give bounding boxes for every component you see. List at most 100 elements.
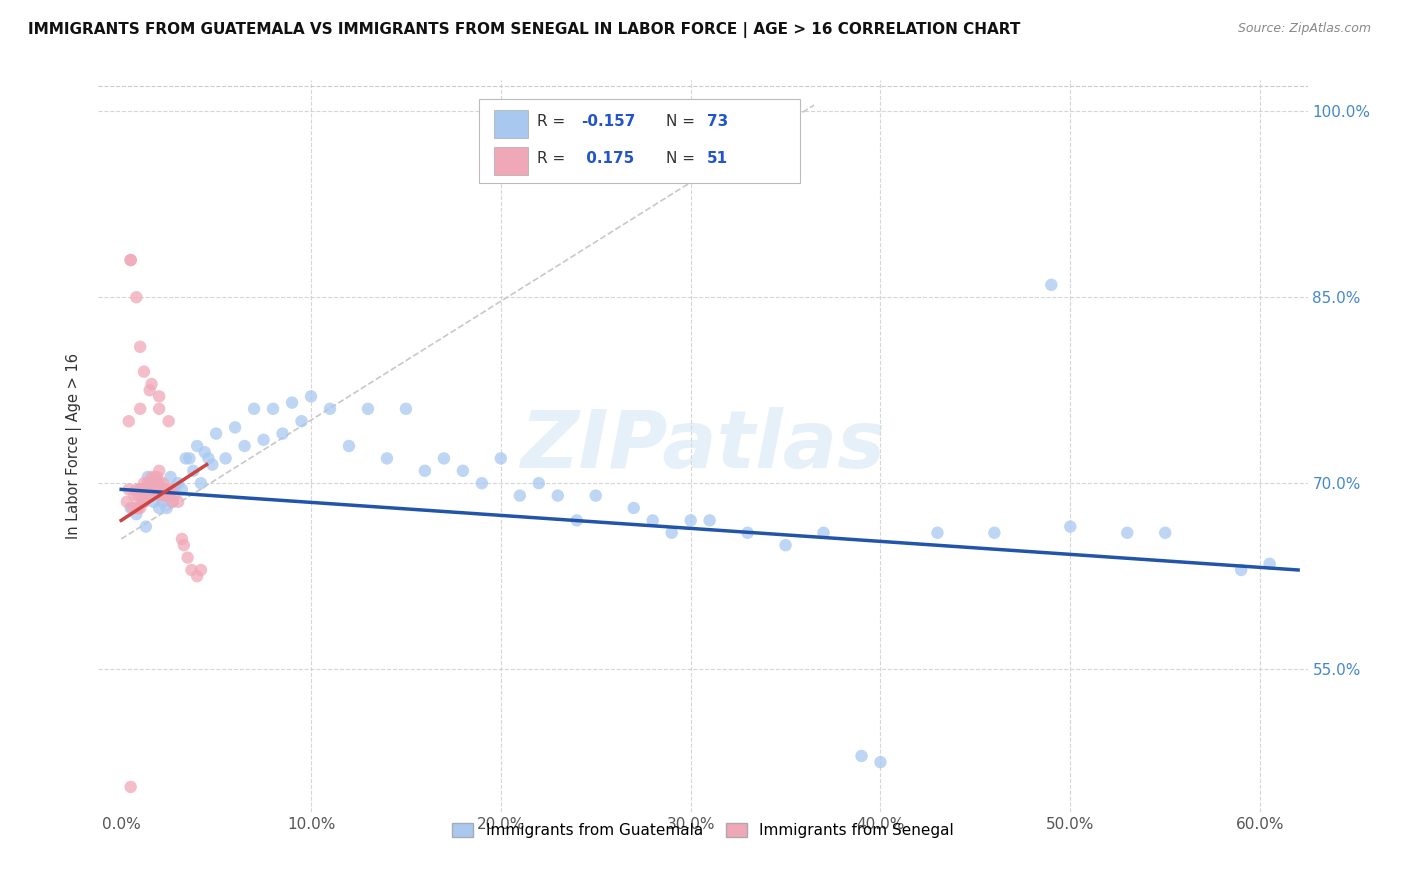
Legend: Immigrants from Guatemala, Immigrants from Senegal: Immigrants from Guatemala, Immigrants fr… bbox=[446, 816, 960, 845]
Point bbox=[233, 439, 256, 453]
Text: R =: R = bbox=[537, 151, 571, 166]
Text: ZIPatlas: ZIPatlas bbox=[520, 407, 886, 485]
Point bbox=[127, 489, 149, 503]
Point bbox=[927, 525, 949, 540]
Point bbox=[413, 464, 436, 478]
Point bbox=[146, 470, 169, 484]
FancyBboxPatch shape bbox=[479, 99, 800, 183]
Point bbox=[153, 489, 176, 503]
Text: 51: 51 bbox=[707, 151, 728, 166]
Text: N =: N = bbox=[665, 151, 699, 166]
Text: 0.175: 0.175 bbox=[581, 151, 634, 166]
Point bbox=[152, 483, 174, 497]
Point bbox=[176, 550, 198, 565]
Point bbox=[129, 340, 152, 354]
Point bbox=[162, 495, 184, 509]
Point bbox=[152, 495, 174, 509]
Point bbox=[197, 451, 219, 466]
Point bbox=[527, 476, 550, 491]
Point bbox=[813, 525, 835, 540]
Point bbox=[115, 495, 138, 509]
Point bbox=[136, 476, 159, 491]
Point bbox=[190, 476, 212, 491]
Point bbox=[138, 489, 160, 503]
Point bbox=[125, 507, 148, 521]
Point bbox=[141, 483, 163, 497]
Point bbox=[509, 489, 531, 503]
Point bbox=[281, 395, 304, 409]
Text: R =: R = bbox=[537, 114, 571, 129]
Point bbox=[135, 489, 157, 503]
Point bbox=[679, 513, 702, 527]
Point bbox=[337, 439, 360, 453]
Point bbox=[157, 489, 180, 503]
Point bbox=[623, 500, 645, 515]
Point bbox=[641, 513, 664, 527]
Point bbox=[262, 401, 284, 416]
Point bbox=[129, 483, 152, 497]
Point bbox=[148, 401, 170, 416]
Point bbox=[174, 451, 197, 466]
Point bbox=[375, 451, 398, 466]
Point bbox=[141, 377, 163, 392]
Point bbox=[163, 483, 186, 497]
Point bbox=[150, 489, 173, 503]
Point bbox=[148, 389, 170, 403]
Point bbox=[737, 525, 759, 540]
Point bbox=[146, 476, 169, 491]
Point bbox=[1258, 557, 1281, 571]
Point bbox=[129, 401, 152, 416]
Point bbox=[127, 500, 149, 515]
Point bbox=[395, 401, 418, 416]
Text: -0.157: -0.157 bbox=[581, 114, 636, 129]
Point bbox=[125, 290, 148, 304]
Point bbox=[124, 489, 146, 503]
Point bbox=[252, 433, 274, 447]
Point bbox=[138, 489, 160, 503]
Point bbox=[451, 464, 474, 478]
FancyBboxPatch shape bbox=[494, 111, 527, 138]
Point bbox=[271, 426, 294, 441]
Point bbox=[120, 780, 142, 794]
Point bbox=[157, 489, 180, 503]
Text: N =: N = bbox=[665, 114, 699, 129]
Point bbox=[120, 500, 142, 515]
Point bbox=[205, 426, 228, 441]
Point bbox=[148, 464, 170, 478]
Point bbox=[125, 483, 148, 497]
Point bbox=[157, 414, 180, 428]
Point bbox=[170, 532, 193, 546]
Point bbox=[1059, 519, 1081, 533]
Point bbox=[138, 476, 160, 491]
Point bbox=[136, 470, 159, 484]
Point bbox=[121, 500, 143, 515]
Point bbox=[152, 476, 174, 491]
Point bbox=[141, 483, 163, 497]
Point bbox=[186, 439, 208, 453]
Point bbox=[118, 414, 141, 428]
Text: IMMIGRANTS FROM GUATEMALA VS IMMIGRANTS FROM SENEGAL IN LABOR FORCE | AGE > 16 C: IMMIGRANTS FROM GUATEMALA VS IMMIGRANTS … bbox=[28, 22, 1021, 38]
Point bbox=[132, 476, 155, 491]
Point bbox=[167, 476, 190, 491]
Point bbox=[145, 470, 167, 484]
Point bbox=[1116, 525, 1139, 540]
Point bbox=[319, 401, 342, 416]
Point bbox=[565, 513, 588, 527]
Point bbox=[136, 483, 159, 497]
Point bbox=[135, 519, 157, 533]
Y-axis label: In Labor Force | Age > 16: In Labor Force | Age > 16 bbox=[66, 353, 83, 539]
Point bbox=[547, 489, 569, 503]
Point bbox=[131, 483, 153, 497]
Point bbox=[156, 483, 179, 497]
Point bbox=[699, 513, 721, 527]
Point bbox=[132, 495, 155, 509]
Point bbox=[156, 500, 179, 515]
Point bbox=[145, 476, 167, 491]
Point bbox=[170, 483, 193, 497]
Point bbox=[148, 500, 170, 515]
Point bbox=[243, 401, 266, 416]
Point bbox=[145, 476, 167, 491]
Point bbox=[159, 470, 181, 484]
Point bbox=[201, 458, 224, 472]
Point bbox=[180, 563, 202, 577]
